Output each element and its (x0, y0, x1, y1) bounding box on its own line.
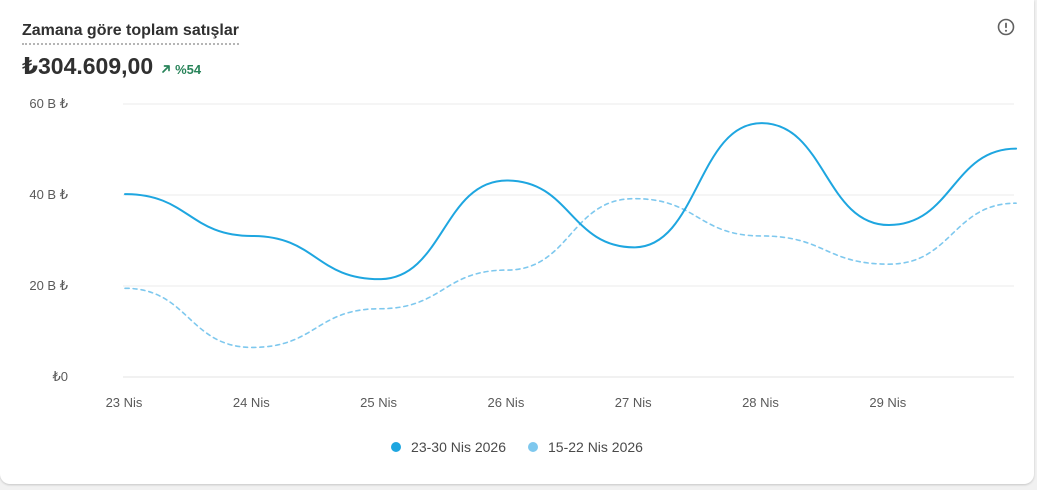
line-chart: ₺0 20 B ₺ 40 B ₺ 60 B ₺ 23 Nis 24 Nis 25 Nis 26… (29, 96, 1018, 410)
legend-swatch (391, 442, 402, 452)
y-tick-label: ₺0 (52, 369, 68, 384)
x-tick-label: 26 Nis (487, 395, 524, 410)
total-summary: ₺304.609,00 %54 (22, 52, 201, 80)
x-tick-label: 23 Nis (106, 395, 143, 410)
legend-item[interactable]: 15-22 Nis 2026 (528, 439, 643, 455)
legend-label: 23-30 Nis 2026 (411, 439, 506, 455)
legend-swatch (528, 442, 538, 452)
card-title[interactable]: Zamana göre toplam satışlar (22, 21, 239, 45)
legend-label: 15-22 Nis 2026 (548, 439, 643, 455)
arrow-up-right-icon (162, 65, 170, 73)
y-tick-label: 60 B ₺ (29, 96, 68, 111)
chart-legend: 23-30 Nis 2026 15-22 Nis 2026 (0, 439, 1034, 455)
alert-circle-icon[interactable] (996, 17, 1016, 37)
change-percent: %54 (175, 61, 202, 77)
x-tick-label: 28 Nis (742, 395, 779, 410)
x-tick-label: 25 Nis (360, 395, 397, 410)
previous-period-line (124, 197, 1017, 349)
x-tick-label: 29 Nis (869, 395, 906, 410)
y-tick-label: 40 B ₺ (29, 187, 68, 202)
x-tick-label: 27 Nis (615, 395, 652, 410)
legend-item[interactable]: 23-30 Nis 2026 (391, 439, 506, 455)
change-badge: %54 (161, 62, 201, 77)
y-tick-label: 20 B ₺ (29, 278, 68, 293)
current-period-line (124, 122, 1018, 281)
x-tick-label: 24 Nis (233, 395, 270, 410)
total-sales-value: ₺304.609,00 (22, 53, 154, 79)
